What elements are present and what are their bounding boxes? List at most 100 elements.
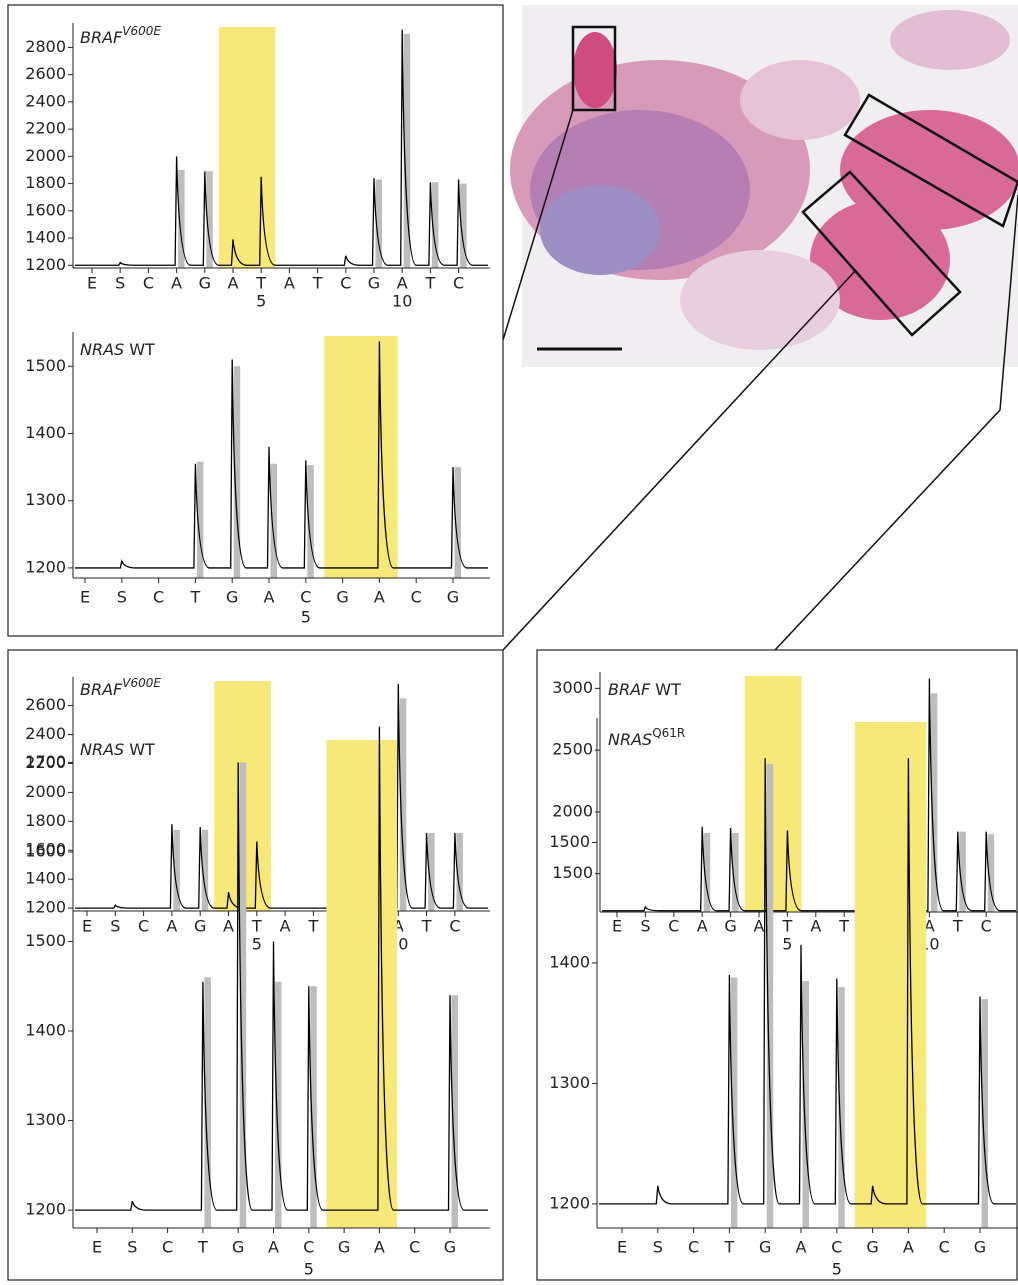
- x-tick-label: C: [939, 1238, 950, 1257]
- x-tick-label: C: [162, 1238, 173, 1257]
- y-tick-label: 1200: [25, 255, 66, 274]
- x-tick-label: T: [724, 1238, 735, 1257]
- x-tick-label: E: [87, 274, 97, 293]
- y-tick-label: 2800: [25, 37, 66, 56]
- x-tick-label: A: [374, 588, 385, 607]
- expected-bar: [271, 464, 278, 578]
- y-tick-label: 1600: [25, 841, 66, 860]
- x-tick-label: C: [340, 274, 351, 293]
- gene-name: BRAF: [608, 680, 651, 699]
- y-tick-label: 1400: [25, 228, 66, 247]
- x-tick-label: G: [974, 1238, 986, 1257]
- y-tick-label: 1800: [25, 811, 66, 830]
- pyrogram-trace: [75, 30, 488, 266]
- y-tick-label: 2000: [25, 782, 66, 801]
- x-tick-label: T: [190, 588, 201, 607]
- y-tick-label: 1500: [552, 863, 593, 882]
- x-tick-label: C: [138, 917, 149, 936]
- x-tick-label: T: [425, 274, 436, 293]
- x-tick-label: G: [232, 1238, 244, 1257]
- x-tick-label: A: [280, 917, 291, 936]
- y-tick-label: 2500: [552, 740, 593, 759]
- x-tick-label: G: [338, 1238, 350, 1257]
- x-tick-label: G: [199, 274, 211, 293]
- x-tick-label: T: [308, 917, 319, 936]
- x-tick-label: C: [453, 274, 464, 293]
- x-tick-label: G: [444, 1238, 456, 1257]
- chart-title: NRASWT: [80, 740, 155, 759]
- y-tick-label: 1400: [25, 869, 66, 888]
- y-tick-label: 1200: [25, 557, 66, 576]
- y-tick-label: 1500: [549, 832, 590, 851]
- y-tick-label: 1300: [25, 1110, 66, 1129]
- gene-name: NRAS: [80, 340, 124, 359]
- x-tick-label: T: [255, 274, 266, 293]
- x-tick-label: A: [223, 917, 234, 936]
- y-tick-label: 2400: [25, 91, 66, 110]
- x-tick-label: T: [421, 917, 432, 936]
- x-tick-label: G: [759, 1238, 771, 1257]
- position-label: 5: [301, 608, 311, 627]
- gene-name: BRAF: [80, 28, 123, 47]
- x-tick-label: C: [300, 588, 311, 607]
- x-tick-label: E: [617, 1238, 627, 1257]
- pyrogram-chart: 12001400160018002000220024002600ESCAGAT5…: [25, 676, 490, 954]
- x-tick-label: T: [782, 917, 793, 936]
- x-tick-label: C: [831, 1238, 842, 1257]
- y-tick-label: 2200: [25, 119, 66, 138]
- x-tick-label: S: [127, 1238, 137, 1257]
- x-tick-label: A: [268, 1238, 279, 1257]
- x-tick-label: G: [368, 274, 380, 293]
- x-tick-label: A: [697, 917, 708, 936]
- x-tick-label: S: [115, 274, 125, 293]
- pyrogram-trace: [602, 678, 1016, 910]
- x-tick-label: G: [336, 588, 348, 607]
- x-tick-label: A: [397, 274, 408, 293]
- variant-name: WT: [129, 740, 155, 759]
- y-tick-label: 1200: [549, 1193, 590, 1212]
- y-tick-label: 1800: [25, 173, 66, 192]
- variant-name: V600E: [122, 24, 161, 38]
- y-tick-label: 1500: [25, 356, 66, 375]
- y-tick-label: 1200: [25, 1200, 66, 1219]
- position-label: 5: [782, 935, 792, 954]
- x-tick-label: G: [194, 917, 206, 936]
- y-tick-label: 2000: [25, 146, 66, 165]
- x-tick-label: G: [724, 917, 736, 936]
- x-tick-label: C: [449, 917, 460, 936]
- y-tick-label: 1300: [25, 490, 66, 509]
- expected-bar: [275, 982, 282, 1228]
- position-label: 5: [256, 292, 266, 311]
- x-tick-label: S: [640, 917, 650, 936]
- y-tick-label: 1400: [549, 952, 590, 971]
- y-tick-label: 1400: [25, 423, 66, 442]
- gene-name: NRAS: [608, 730, 652, 749]
- x-tick-label: T: [312, 274, 323, 293]
- x-tick-label: E: [80, 588, 90, 607]
- chart-title: NRASQ61R: [608, 726, 685, 749]
- position-label: 5: [252, 935, 262, 954]
- x-tick-label: A: [284, 274, 295, 293]
- x-tick-label: C: [143, 274, 154, 293]
- x-tick-label: A: [171, 274, 182, 293]
- x-tick-label: G: [866, 1238, 878, 1257]
- chart-title: BRAFV600E: [80, 24, 161, 47]
- x-tick-label: C: [688, 1238, 699, 1257]
- expected-bar: [803, 981, 810, 1228]
- y-tick-label: 2600: [25, 695, 66, 714]
- x-tick-label: A: [810, 917, 821, 936]
- y-tick-label: 1600: [25, 200, 66, 219]
- x-tick-label: T: [251, 917, 262, 936]
- x-tick-label: C: [153, 588, 164, 607]
- histology-image: [510, 5, 1018, 367]
- x-tick-label: C: [668, 917, 679, 936]
- x-tick-label: C: [411, 588, 422, 607]
- x-tick-label: A: [754, 917, 765, 936]
- x-tick-label: A: [228, 274, 239, 293]
- pyrogram-trace: [75, 684, 488, 908]
- x-tick-label: A: [264, 588, 275, 607]
- y-tick-label: 2600: [25, 64, 66, 83]
- x-tick-label: T: [838, 917, 849, 936]
